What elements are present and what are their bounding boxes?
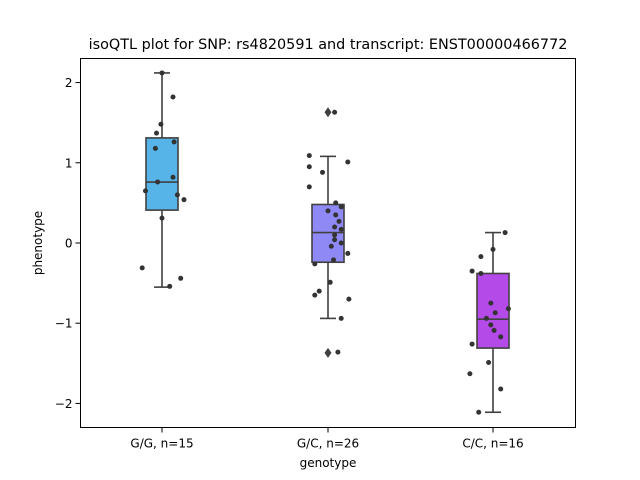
outlier-marker — [324, 347, 332, 358]
box-group — [467, 230, 511, 415]
data-point — [345, 250, 351, 256]
plot-area — [139, 70, 511, 415]
box-group — [306, 107, 352, 358]
data-point — [478, 270, 484, 276]
iqr-box — [311, 203, 345, 264]
data-point — [498, 334, 504, 340]
plot-frame — [80, 58, 576, 428]
data-point — [170, 94, 176, 100]
data-point — [338, 240, 344, 246]
data-point — [490, 246, 496, 252]
data-point — [332, 237, 338, 243]
data-point — [483, 315, 489, 321]
data-point — [467, 371, 473, 377]
y-axis-label: phenotype — [31, 211, 45, 275]
data-point — [320, 169, 325, 175]
x-axis-label: genotype — [300, 456, 357, 470]
data-point — [181, 197, 187, 203]
data-point — [345, 159, 351, 165]
data-point — [155, 179, 161, 185]
data-point — [316, 288, 322, 294]
data-point — [502, 230, 508, 236]
iqr-box — [145, 137, 179, 211]
x-tick-label: G/C, n=26 — [297, 437, 359, 451]
data-point — [505, 306, 511, 312]
data-point — [139, 265, 145, 271]
data-point — [338, 204, 344, 210]
data-point — [336, 218, 342, 224]
data-point — [498, 386, 504, 392]
data-point — [328, 243, 334, 249]
y-tick-label: 1 — [65, 156, 73, 170]
data-point — [333, 212, 339, 218]
data-point — [312, 292, 318, 298]
data-point — [143, 188, 148, 194]
data-point — [332, 232, 338, 238]
y-tick-label: 0 — [65, 237, 73, 251]
data-point — [174, 192, 180, 198]
data-point — [476, 409, 482, 415]
data-point — [338, 315, 344, 321]
data-point — [338, 226, 344, 232]
data-point — [488, 300, 494, 306]
chart-title: isoQTL plot for SNP: rs4820591 and trans… — [89, 37, 568, 53]
data-point — [346, 296, 352, 302]
data-point — [335, 349, 341, 355]
data-point — [306, 164, 312, 170]
data-point — [158, 121, 164, 127]
data-point — [159, 215, 165, 221]
data-point — [306, 184, 312, 190]
data-point — [171, 139, 177, 145]
data-point — [306, 153, 312, 159]
y-tick-label: −2 — [55, 397, 73, 411]
data-point — [154, 130, 159, 136]
x-tick-label: C/C, n=16 — [462, 437, 523, 451]
axes: −2 −1 0 1 2 G/G, n=15 G/C, n=26 C/C, n=16 — [55, 76, 524, 450]
y-tick-label: 2 — [65, 76, 73, 90]
data-point — [332, 224, 338, 230]
data-point — [469, 268, 475, 274]
data-point — [152, 145, 158, 151]
data-point — [492, 310, 498, 316]
data-point — [159, 70, 165, 76]
data-point — [333, 200, 339, 206]
data-point — [486, 360, 492, 366]
data-point — [325, 208, 331, 214]
data-point — [170, 174, 176, 180]
x-tick-label: G/G, n=15 — [130, 437, 193, 451]
data-point — [332, 109, 338, 115]
data-point — [331, 257, 336, 263]
data-point — [327, 279, 333, 285]
data-point — [469, 341, 475, 347]
data-point — [312, 261, 318, 267]
data-point — [491, 327, 497, 333]
data-point — [488, 322, 494, 328]
y-tick-label: −1 — [55, 317, 73, 331]
data-point — [478, 254, 484, 260]
data-point — [178, 275, 184, 281]
data-point — [167, 283, 173, 289]
iqr-box — [476, 272, 510, 349]
outlier-marker — [324, 107, 332, 118]
box-group — [139, 70, 187, 289]
